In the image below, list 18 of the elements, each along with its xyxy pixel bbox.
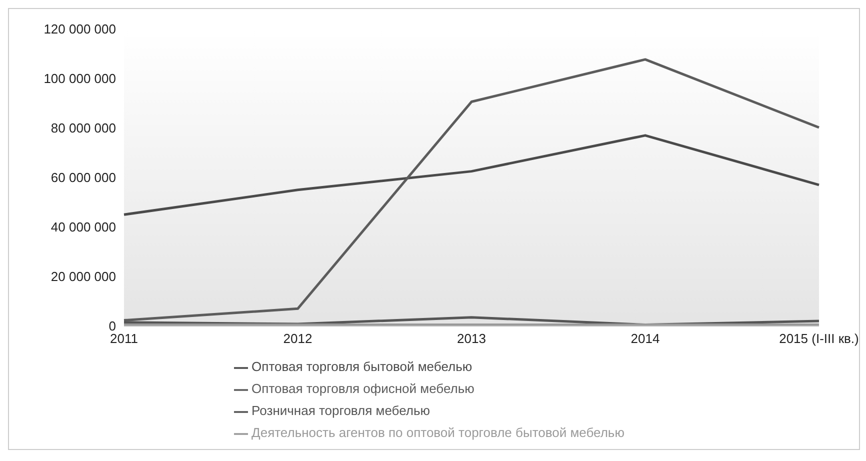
x-tick-label: 2015 (I-III кв.) (779, 331, 859, 346)
line-series (122, 134, 820, 216)
legend-label: Розничная торговля мебелью (252, 403, 430, 418)
y-tick-label: 20 000 000 (50, 269, 116, 284)
legend-label: Деятельность агентов по оптовой торговле бытовой мебелью (252, 425, 624, 440)
x-tick-label: 2014 (630, 331, 660, 346)
y-tick-label: 40 000 000 (50, 220, 116, 235)
y-tick-label: 0 (108, 318, 116, 334)
y-tick-label: 120 000 000 (44, 22, 116, 37)
y-tick-label: 80 000 000 (50, 120, 116, 136)
x-tick-label: 2013 (457, 331, 486, 346)
y-tick-label: 60 000 000 (50, 170, 116, 186)
legend-label: Оптовая торговля офисной мебелью (252, 381, 474, 396)
legend-label: Оптовая торговля бытовой мебелью (252, 359, 472, 374)
y-tick-label: 100 000 000 (44, 71, 116, 86)
x-tick-label: 2011 (110, 331, 138, 346)
x-tick-label: 2012 (283, 331, 312, 346)
line-series (122, 58, 820, 322)
